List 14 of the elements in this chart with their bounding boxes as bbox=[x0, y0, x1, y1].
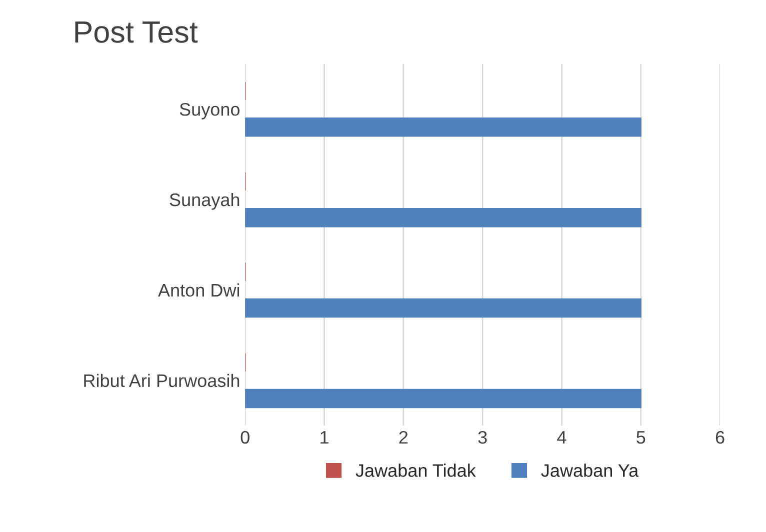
x-tick-label: 4 bbox=[557, 431, 566, 444]
x-tick-label: 6 bbox=[716, 430, 724, 444]
y-tick-label: Ribut Ari Purwoasih bbox=[84, 374, 240, 388]
y-tick-label: Sunayah bbox=[170, 192, 240, 210]
y-tick-label: Anton Dwi bbox=[158, 283, 240, 297]
legend-label: Jawaban Tidak bbox=[356, 464, 476, 477]
x-tick-label: 5 bbox=[636, 431, 646, 444]
x-tick-label: 1 bbox=[320, 431, 328, 444]
x-tick-label: 0 bbox=[240, 430, 250, 444]
x-tick-label: 3 bbox=[478, 430, 487, 444]
y-tick-label: Suyono bbox=[180, 102, 240, 120]
x-tick-label: 2 bbox=[399, 430, 408, 444]
legend-label: Jawaban Ya bbox=[541, 464, 639, 477]
chart-title: Post Test bbox=[75, 22, 198, 43]
